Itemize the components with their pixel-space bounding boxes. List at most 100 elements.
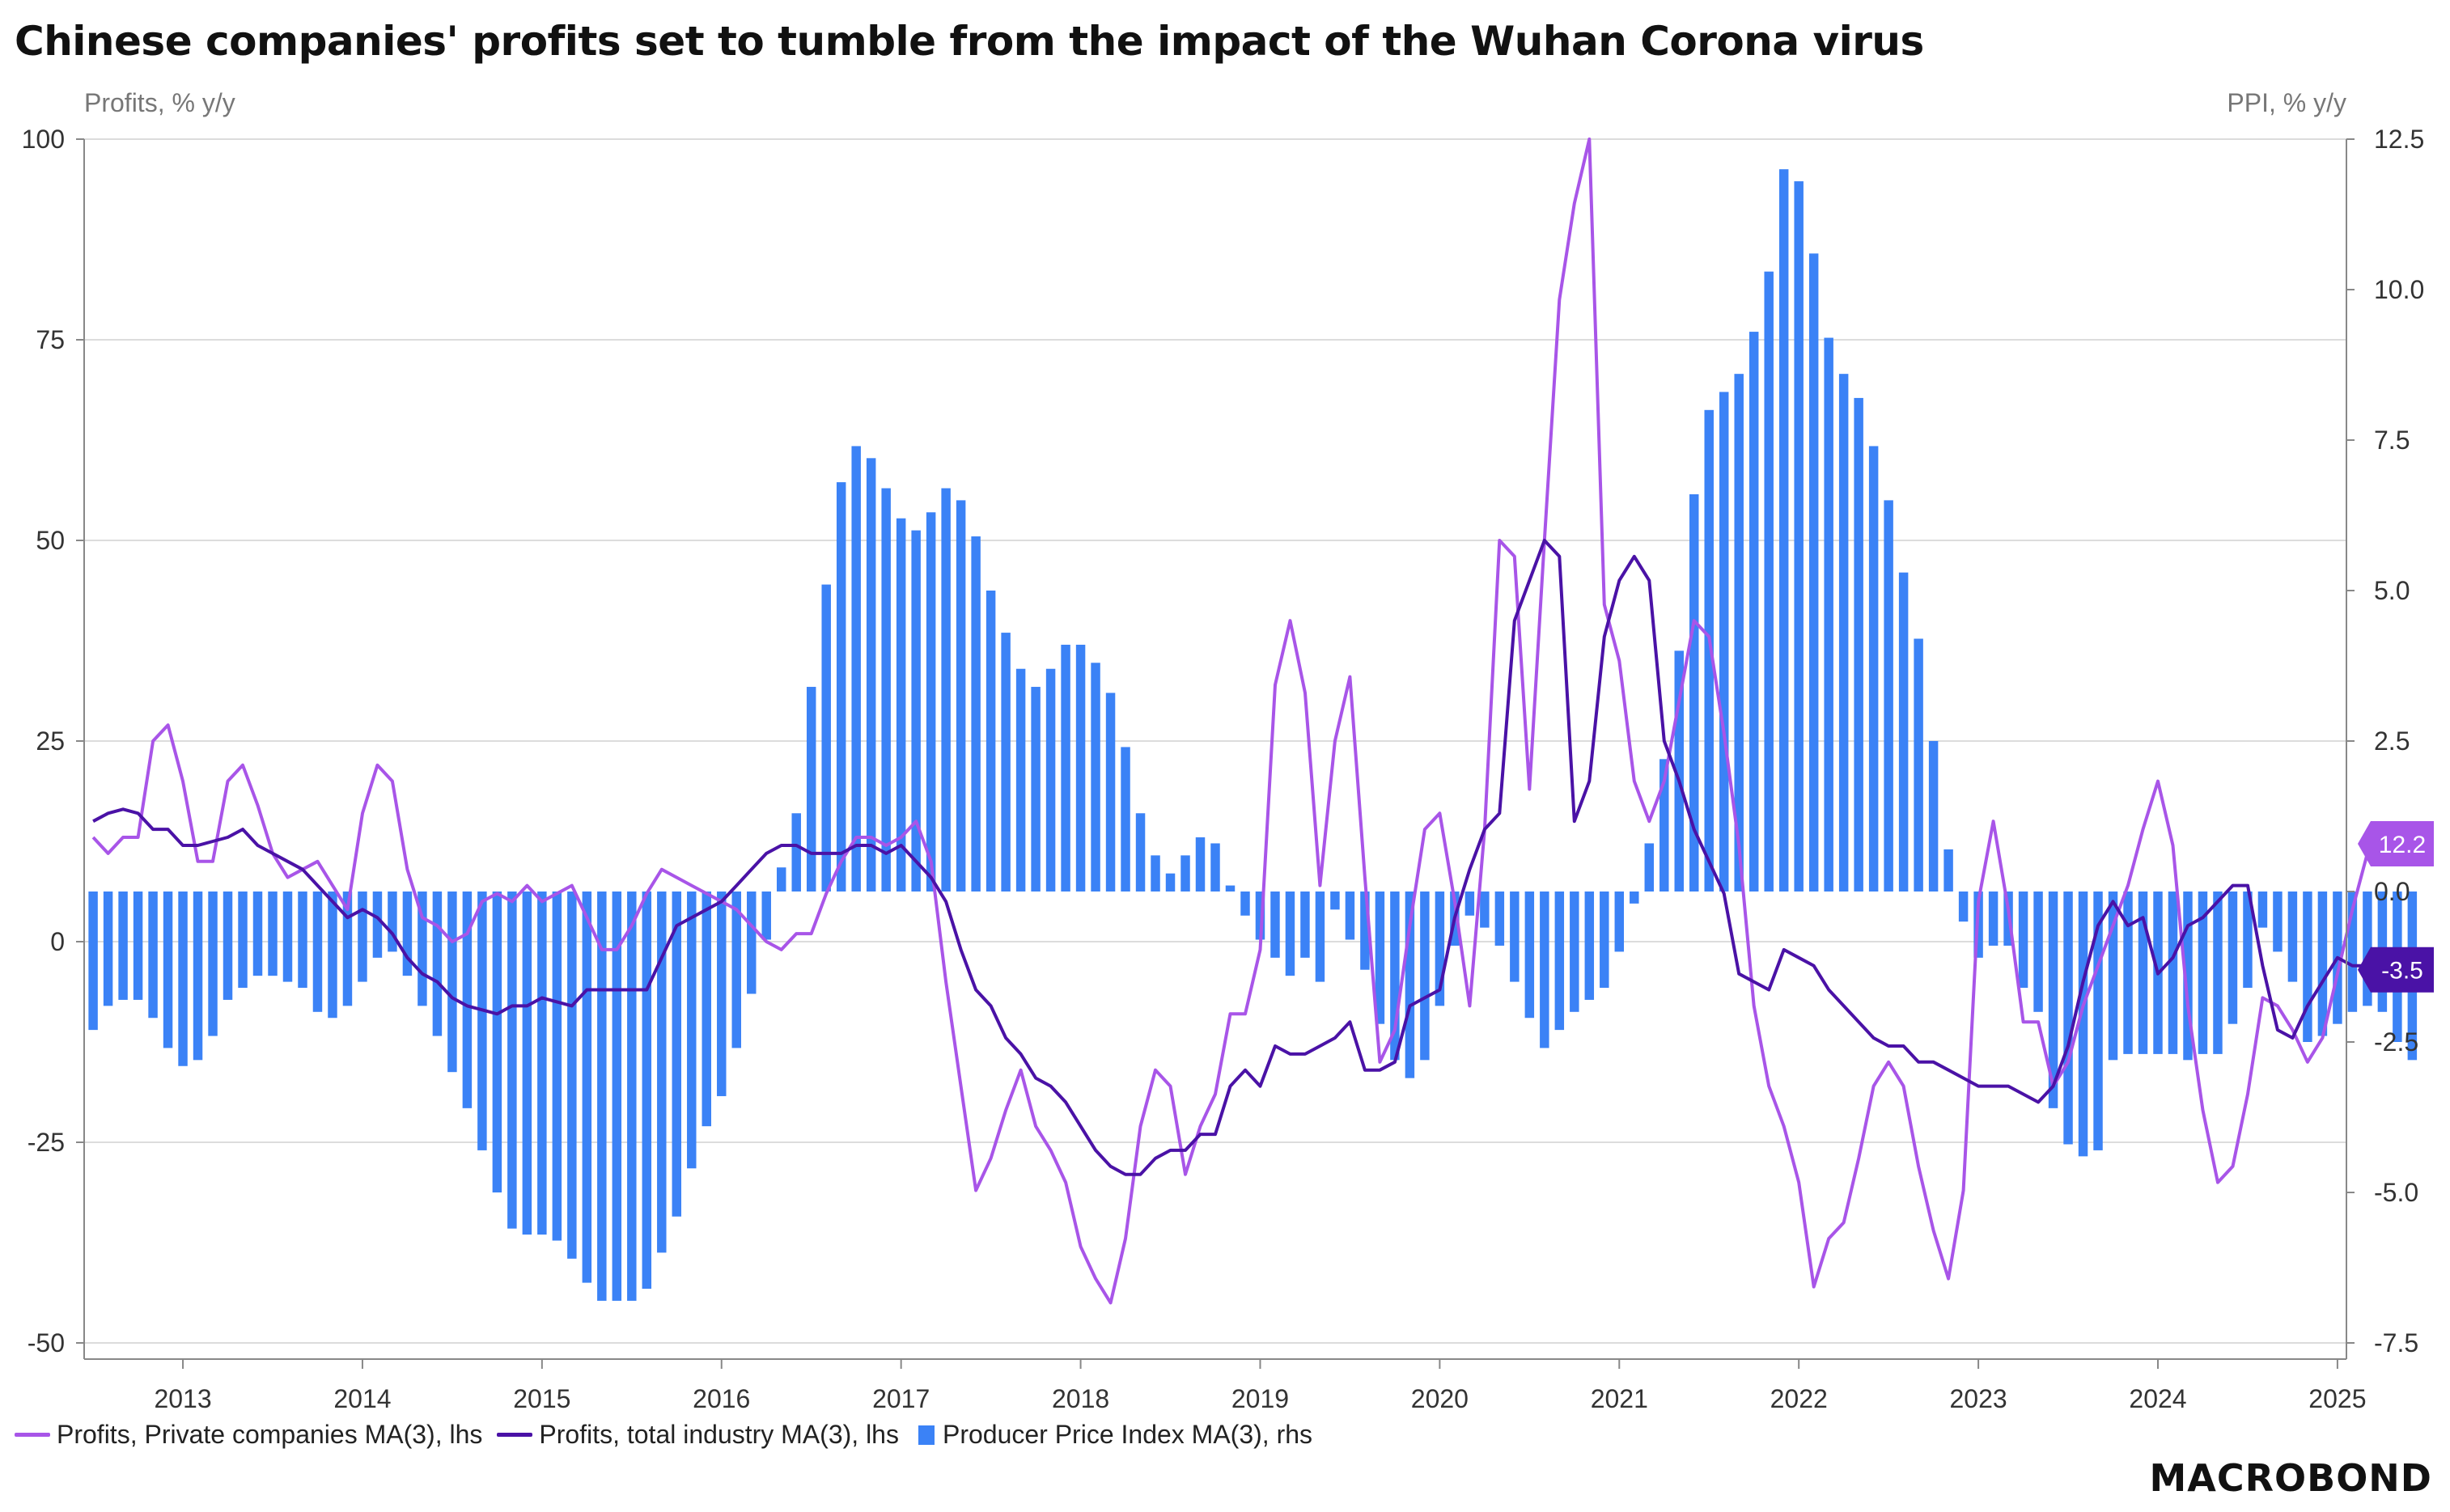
total-end-value-label: -3.5 — [2381, 958, 2423, 985]
ppi-bar — [2063, 892, 2073, 1145]
ppi-bar — [148, 892, 158, 1019]
ppi-bar — [477, 892, 487, 1150]
ppi-bar — [2138, 892, 2148, 1054]
x-tick-label: 2013 — [154, 1384, 211, 1413]
ppi-bar — [1868, 446, 1879, 892]
ppi-bar — [2303, 892, 2312, 1042]
ppi-bar — [926, 512, 936, 892]
ppi-bar — [118, 892, 128, 1000]
profit-lines — [91, 138, 2384, 1305]
ppi-bar — [1958, 892, 1969, 922]
ppi-bar — [2048, 892, 2058, 1108]
x-tick-label: 2017 — [872, 1384, 930, 1413]
ppi-bar — [1659, 759, 1669, 892]
ppi-bar — [791, 813, 801, 892]
total-end-value-tag — [2358, 947, 2434, 993]
ppi-bar — [1674, 650, 1684, 892]
ppi-bar — [268, 892, 278, 976]
ppi-bar — [1614, 892, 1625, 952]
ppi-bar — [1345, 892, 1355, 940]
ppi-bar — [1480, 892, 1490, 928]
ppi-bar — [761, 892, 771, 940]
ppi-bar — [941, 488, 951, 892]
ppi-bar — [1943, 849, 1953, 892]
right-tick-label: 10.0 — [2374, 275, 2424, 304]
ppi-bar — [1075, 644, 1086, 892]
ppi-bar — [2078, 892, 2088, 1157]
ppi-bar — [687, 892, 697, 1169]
ppi-bar — [672, 892, 682, 1217]
ppi-bar — [627, 892, 637, 1301]
left-tick-label: 50 — [36, 526, 65, 555]
ppi-bar — [133, 892, 143, 1000]
ppi-bar — [1375, 892, 1385, 1024]
ppi-bar — [223, 892, 233, 1000]
ppi-bar — [1015, 668, 1026, 892]
ppi-bar — [776, 867, 786, 892]
ppi-bar — [1734, 374, 1744, 892]
ppi-bar — [1644, 843, 1655, 892]
private-profits-line — [91, 138, 2384, 1305]
x-tick-label: 2016 — [693, 1384, 750, 1413]
ppi-bar — [2168, 892, 2178, 1054]
ppi-bar — [402, 892, 413, 976]
ppi-bar — [1630, 892, 1639, 904]
right-tick-label: 7.5 — [2374, 426, 2410, 455]
ppi-bar — [1764, 271, 1774, 892]
ppi-bar — [552, 892, 562, 1241]
ppi-bar — [1570, 892, 1579, 1012]
ppi-bar — [1360, 892, 1370, 970]
legend-label-total: Profits, total industry MA(3), lhs — [539, 1420, 899, 1449]
ppi-bar — [597, 892, 607, 1301]
x-tick-label: 2022 — [1770, 1384, 1828, 1413]
ppi-bar — [612, 892, 622, 1301]
ppi-bar — [1270, 892, 1280, 958]
ppi-bar — [657, 892, 667, 1253]
ppi-bar — [956, 500, 966, 892]
ppi-bar — [1884, 500, 1893, 892]
ppi-bar — [1135, 813, 1146, 892]
ppi-bar — [312, 892, 323, 1012]
x-tick-label: 2019 — [1231, 1384, 1289, 1413]
private-end-value-tag — [2358, 820, 2434, 866]
ppi-bar — [1315, 892, 1325, 982]
ppi-bar — [1420, 892, 1430, 1061]
x-tick-label: 2024 — [2129, 1384, 2186, 1413]
ppi-bar — [702, 892, 712, 1127]
grid-lines — [84, 138, 2346, 1344]
x-tick-label: 2014 — [333, 1384, 391, 1413]
legend: Profits, Private companies MA(3), lhs Pr… — [15, 1420, 1327, 1450]
ppi-bar — [1600, 892, 1609, 989]
ppi-bar — [1898, 572, 1909, 892]
ppi-bar — [2018, 892, 2028, 989]
ppi-bar — [1988, 892, 1999, 946]
end-value-labels: 12.2 -3.5 — [2358, 820, 2434, 993]
ppi-bar — [1689, 493, 1699, 892]
axes: 100 75 50 25 0 -25 -50 12.5 10.0 7.5 5.0 2.5 0.0 -2.5… — [22, 125, 2425, 1413]
ppi-bar — [1300, 892, 1310, 958]
ppi-bar — [1045, 668, 1056, 892]
ppi-bar — [88, 892, 98, 1031]
ppi-bar — [432, 892, 443, 1036]
legend-label-ppi: Producer Price Index MA(3), rhs — [942, 1420, 1313, 1449]
ppi-bar — [1494, 892, 1505, 946]
left-tick-label: 0 — [50, 927, 65, 956]
legend-swatch-private — [15, 1433, 50, 1437]
ppi-bar — [492, 892, 502, 1192]
ppi-bar — [806, 687, 816, 892]
ppi-bar — [2257, 892, 2268, 928]
right-tick-label: -2.5 — [2374, 1027, 2418, 1057]
ppi-bar — [1719, 392, 1729, 892]
ppi-bar — [328, 892, 337, 1019]
ppi-bar — [1121, 747, 1130, 892]
ppi-bar — [971, 536, 981, 892]
ppi-bar — [717, 892, 727, 1096]
ppi-bar — [1854, 397, 1863, 892]
ppi-bar — [193, 892, 203, 1061]
ppi-bar — [1001, 633, 1011, 892]
right-tick-label: -7.5 — [2374, 1328, 2418, 1357]
ppi-bar — [1435, 892, 1445, 1006]
ppi-bar — [2243, 892, 2253, 989]
ppi-bar — [1390, 892, 1400, 1061]
ppi-bar — [2093, 892, 2103, 1150]
